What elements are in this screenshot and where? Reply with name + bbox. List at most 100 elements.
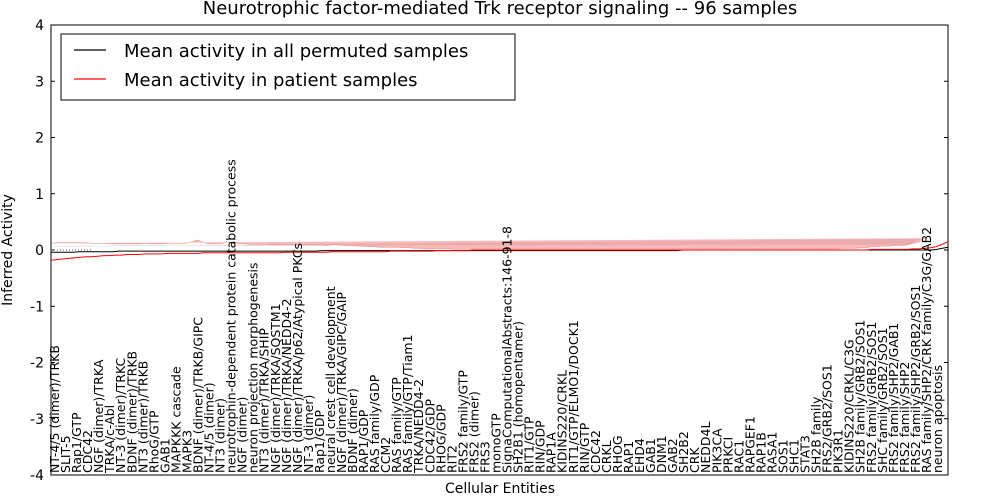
y-tick-label: 2 [35, 131, 44, 147]
x-tick-label: SH2B family [809, 396, 824, 473]
x-tick-label: FRS2 family/SHP2/GRB2/SOS1 [908, 285, 923, 473]
x-tick-label: RIN/GDP [533, 420, 548, 473]
x-tick-label: GAB2 [665, 438, 680, 473]
x-tick-label: FRS2 family/GTP [455, 370, 470, 473]
x-tick-label: neurotrophin-dependent protein catabolic… [224, 159, 239, 473]
x-tick-label: NT3 (dimer)/TRKA/SHIP [257, 328, 272, 473]
legend-label-permuted: Mean activity in all permuted samples [124, 41, 468, 62]
x-tick-label: SHC1 [787, 439, 802, 473]
x-tick-label: NGF (dimer) [235, 397, 250, 473]
x-tick-label: SH2B2 [676, 431, 691, 473]
x-tick-label: PIK3R1 [831, 429, 846, 473]
x-tick-label: CDC42 [588, 430, 603, 473]
x-tick-label: RAP1/GDP [356, 409, 371, 473]
x-tick-label: FRS2 family/SHP2 [897, 362, 912, 473]
x-tick-label: RAC1 [731, 440, 746, 473]
y-tick-label: 3 [35, 74, 44, 90]
x-tick-label: NEDD4L [698, 422, 713, 473]
x-tick-label: RIT2 [444, 445, 459, 473]
x-tick-label: TRKA/c-Abl [102, 405, 117, 474]
x-axis-label: Cellular Entities [445, 481, 555, 497]
x-tick-label: NGF (dimer)/TRKA/NEDD4-2 [279, 298, 294, 473]
x-tick-label: CRK [687, 447, 702, 473]
x-tick-label: RAS family/GTP/Tiam1 [400, 334, 415, 473]
chart-legend: Mean activity in all permuted samples Me… [60, 33, 516, 101]
x-tick-label: NT3 (dimer)/TRKB [135, 361, 150, 473]
x-tick-label: RAP1 [621, 441, 636, 473]
x-tick-label: EHD4 [632, 438, 647, 473]
x-tick-label: RhoG/GTP [146, 410, 161, 473]
x-tick-label: CDC42/GDP [422, 399, 437, 474]
x-tick-label: FRS2 family/GRB2/SOS1 [864, 322, 879, 473]
x-tick-label: BDNF (dimer) [345, 388, 360, 473]
x-tick-label: NGF (dimer)/TRKA/p62/Atypical PKCs [290, 243, 305, 473]
x-tick-label: CDC42 [80, 430, 95, 473]
series-line-patient [50, 241, 949, 261]
legend-frame [60, 33, 516, 101]
x-tick-label: SH2B family/GRB2/SOS1 [853, 320, 868, 473]
x-tick-label: RAS family/GTP [389, 377, 404, 473]
x-tick-label: KIDINS220/CRKL/C3G [842, 339, 857, 473]
x-tick-label: NT-4/5 (dimer) [202, 382, 217, 473]
x-tick-label: KIDINS220/CRKL [555, 370, 570, 473]
x-tick-label: BDNF (dimer)/TRKB [124, 351, 139, 473]
x-tick-label: Rap1/GDP [312, 410, 327, 473]
y-tick-label: -3 [30, 412, 44, 428]
x-tick-label: neural crest cell development [323, 286, 338, 473]
x-tick-label: FRS3 [478, 441, 493, 473]
x-tick-label: RHOG [610, 435, 625, 473]
x-tick-label: SLIT-5 [58, 435, 73, 473]
series-band-patient [50, 237, 925, 250]
x-tick-label: CCM2 [378, 437, 393, 473]
legend-label-patient: Mean activity in patient samples [124, 70, 418, 91]
x-tick-label: FRS2 family/SHP2/GAB1 [886, 323, 901, 473]
x-tick-label: DNM1 [654, 435, 669, 473]
x-tick-label: RIN/GTP [577, 422, 592, 473]
x-tick-label: SignaComputationalAbstracts:146-91-8 [500, 226, 515, 473]
y-tick-label: -1 [30, 299, 44, 315]
x-tick-label: GAB1 [157, 438, 172, 473]
x-tick-label: RASA1 [764, 432, 779, 473]
x-tick-label: NGF (dimer)/TRKA/GIPC/GAIP [334, 292, 349, 473]
y-tick-label: -4 [30, 468, 44, 484]
y-tick-label: -2 [30, 356, 44, 372]
x-tick-label: NGF (dimer)/TRKA [91, 359, 106, 473]
x-tick-label: PRKCI [720, 437, 735, 473]
x-tick-label: NT-3 (dimer) [301, 395, 316, 473]
x-tick-label: RIT1/GTP [522, 416, 537, 473]
x-tick-label: NGF (dimer)/TRKA/SQSTM1 [268, 303, 283, 473]
x-tick-label: FRS2/GRB2/SOS1 [820, 364, 835, 473]
x-tick-label: RAP1B [753, 432, 768, 473]
x-tick-label: RAP1A [544, 432, 559, 473]
x-tick-label: MAPKKK cascade [168, 366, 183, 473]
x-tick-label: Rap1/GTP [69, 412, 84, 473]
y-tick-label: 4 [35, 18, 44, 34]
x-tick-label: SHC family/GRB2/SOS1 [875, 327, 890, 473]
x-tick-label: neuron apoptosis [930, 365, 945, 473]
x-tick-label: SOS1 [776, 439, 791, 473]
x-tick-label: RAS family/SHP2/CRK family/C3G/GAB2 [919, 227, 934, 473]
x-tick-label: FRS2 (dimer) [466, 391, 481, 473]
x-tick-label: NT-4/5 (dimer)/TRKB [47, 345, 62, 473]
x-tick-label: TRKA/NEDD4-2 [411, 379, 426, 474]
x-tick-label: NT3 (dimer) [213, 398, 228, 473]
y-axis-label: Inferred Activity [0, 194, 16, 306]
x-tick-label: RIT1/GTP/ELMO1/DOCK1 [566, 320, 581, 473]
x-tick-label: RAS family/GDP [367, 374, 382, 473]
y-tick-label: 0 [35, 243, 44, 259]
x-tick-label: GAB1 [643, 438, 658, 473]
y-tick-label: 1 [35, 187, 44, 203]
x-tick-label: neuron projection morphogenesis [246, 262, 261, 473]
x-tick-label: STAT3 [798, 435, 813, 473]
x-tick-label: monoGTP [489, 413, 504, 473]
x-tick-label: BDNF (dimer)/TRKB/GIPC [191, 317, 206, 473]
x-tick-label: RHOG/GDP [433, 404, 448, 473]
chart-title: Neurotrophic factor-mediated Trk recepto… [203, 0, 797, 19]
x-tick-label: SH2B1 (homopentamer) [511, 321, 526, 473]
x-tick-label: MAPK3 [179, 430, 194, 473]
x-tick-label: RAPGEF1 [742, 416, 757, 473]
x-tick-label: CRKL [599, 440, 614, 473]
x-tick-label: PIK3CA [709, 428, 724, 473]
